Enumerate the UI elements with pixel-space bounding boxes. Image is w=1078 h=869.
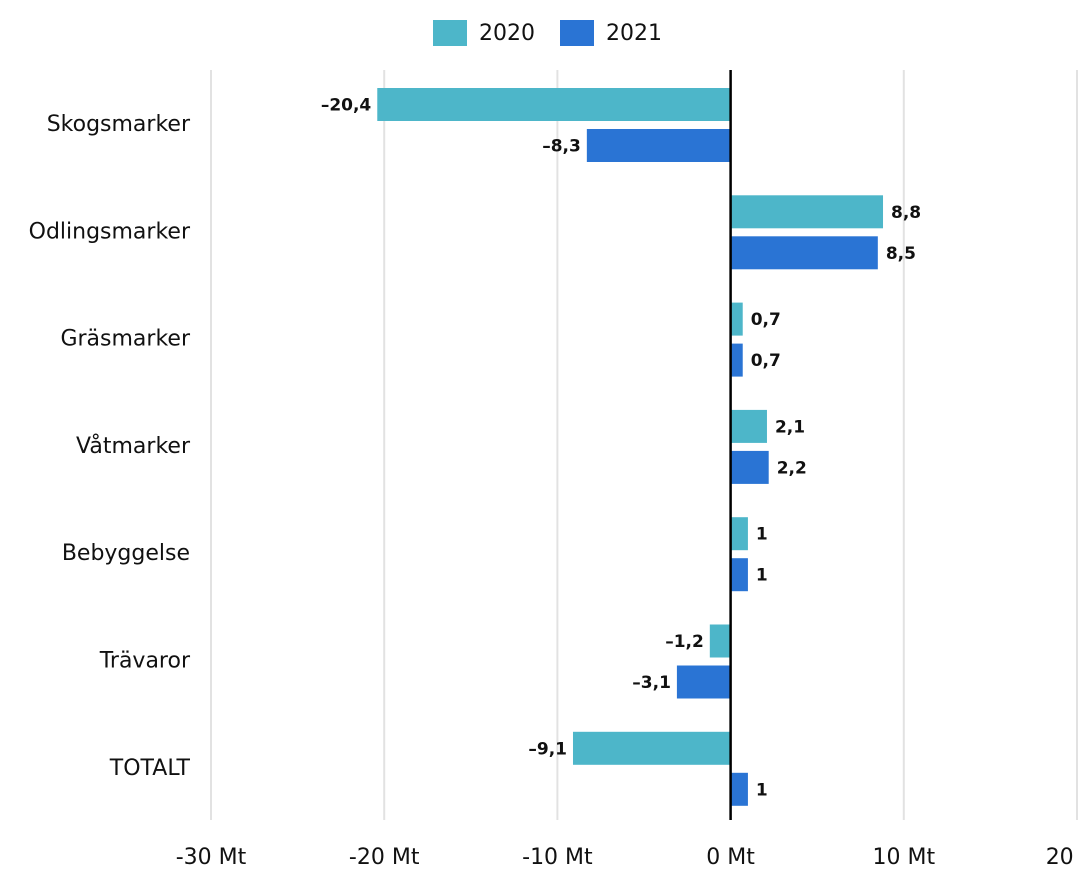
bar (730, 236, 878, 270)
bar (730, 302, 743, 336)
value-label: –9,1 (528, 739, 567, 759)
category-label: Skogsmarker (47, 112, 191, 137)
category-label: Bebyggelse (62, 541, 190, 566)
bar (676, 665, 731, 699)
value-label: 8,5 (886, 244, 916, 264)
category-label: Våtmarker (76, 433, 191, 459)
value-label: –8,3 (542, 137, 581, 157)
bar (730, 195, 884, 229)
bar (377, 88, 731, 121)
bar (730, 772, 748, 806)
value-label: 8,8 (891, 203, 921, 223)
value-label: 0,7 (751, 351, 781, 371)
x-tick-label: 20 Mt (1046, 845, 1078, 869)
value-label: –1,2 (665, 632, 704, 652)
bar (730, 450, 769, 484)
value-label: 0,7 (751, 310, 781, 330)
value-label: 2,2 (777, 458, 807, 478)
bar (572, 731, 731, 765)
legend-swatch (433, 20, 467, 46)
bar (709, 624, 731, 658)
value-label: –20,4 (321, 96, 372, 116)
bar (730, 409, 767, 443)
bar (730, 343, 743, 377)
category-label: Trävaror (99, 649, 191, 674)
category-label: Odlingsmarker (29, 219, 191, 244)
x-tick-label: -10 Mt (522, 845, 593, 869)
x-tick-label: 0 Mt (706, 845, 755, 869)
legend-label: 2021 (606, 21, 662, 46)
value-label: 2,1 (775, 417, 805, 437)
category-label: TOTALT (109, 756, 191, 781)
x-tick-label: -30 Mt (176, 845, 247, 869)
x-tick-label: -20 Mt (349, 845, 420, 869)
value-label: 1 (756, 780, 768, 800)
legend-label: 2020 (479, 21, 535, 46)
bar (730, 558, 748, 592)
legend-swatch (560, 20, 594, 46)
category-label: Gräsmarker (60, 327, 190, 352)
x-tick-label: 10 Mt (872, 845, 935, 869)
bar (730, 517, 748, 551)
value-label: –3,1 (632, 673, 671, 693)
value-label: 1 (756, 525, 768, 545)
value-label: 1 (756, 566, 768, 586)
bar (586, 129, 731, 162)
